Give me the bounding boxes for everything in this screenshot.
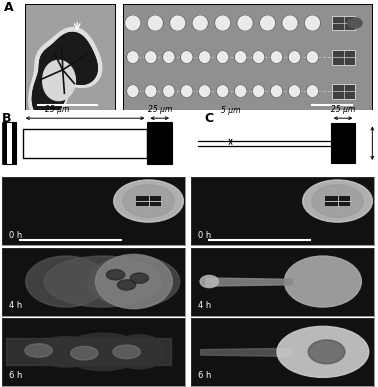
- Ellipse shape: [106, 270, 125, 280]
- Ellipse shape: [123, 185, 174, 217]
- Ellipse shape: [114, 180, 183, 222]
- Ellipse shape: [307, 86, 318, 96]
- Bar: [147, 122, 172, 164]
- Ellipse shape: [200, 52, 210, 62]
- Ellipse shape: [146, 52, 156, 62]
- Ellipse shape: [130, 273, 149, 283]
- Ellipse shape: [261, 16, 274, 30]
- Ellipse shape: [25, 344, 52, 357]
- Text: 25 μm: 25 μm: [331, 105, 355, 114]
- Ellipse shape: [113, 345, 140, 359]
- Ellipse shape: [182, 86, 192, 96]
- Ellipse shape: [128, 86, 138, 96]
- Ellipse shape: [238, 16, 252, 30]
- Ellipse shape: [128, 52, 138, 62]
- Ellipse shape: [216, 16, 229, 30]
- Ellipse shape: [95, 254, 172, 309]
- Ellipse shape: [218, 52, 228, 62]
- Ellipse shape: [88, 256, 180, 307]
- Text: C: C: [204, 111, 213, 125]
- Ellipse shape: [284, 256, 361, 307]
- Text: 0 h: 0 h: [9, 231, 22, 240]
- Bar: [6, 122, 12, 164]
- Ellipse shape: [235, 86, 246, 96]
- Ellipse shape: [305, 16, 319, 30]
- Text: B: B: [2, 111, 11, 125]
- Ellipse shape: [126, 16, 140, 30]
- Ellipse shape: [277, 326, 369, 377]
- Ellipse shape: [71, 346, 98, 360]
- Text: 4 h: 4 h: [9, 301, 22, 310]
- Text: 4 h: 4 h: [198, 301, 211, 310]
- Ellipse shape: [235, 52, 246, 62]
- Ellipse shape: [171, 16, 184, 30]
- Text: 25 μm: 25 μm: [147, 105, 172, 114]
- Ellipse shape: [164, 86, 174, 96]
- Bar: [2, 122, 9, 164]
- Bar: [11, 122, 15, 164]
- Bar: [325, 196, 350, 206]
- Ellipse shape: [307, 52, 318, 62]
- Polygon shape: [43, 60, 75, 101]
- Polygon shape: [33, 33, 97, 118]
- Text: 0 h: 0 h: [198, 231, 211, 240]
- Ellipse shape: [149, 16, 162, 30]
- Ellipse shape: [312, 185, 363, 217]
- Ellipse shape: [44, 256, 161, 307]
- Ellipse shape: [347, 18, 363, 28]
- Ellipse shape: [62, 333, 144, 370]
- Ellipse shape: [290, 52, 299, 62]
- Ellipse shape: [182, 52, 192, 62]
- Bar: [332, 84, 355, 99]
- Ellipse shape: [193, 16, 207, 30]
- Text: A: A: [4, 1, 13, 14]
- Polygon shape: [29, 27, 102, 123]
- Ellipse shape: [254, 86, 263, 96]
- Ellipse shape: [112, 335, 167, 369]
- Ellipse shape: [200, 86, 210, 96]
- Ellipse shape: [271, 86, 282, 96]
- Text: 6 h: 6 h: [198, 372, 212, 380]
- Text: 5 μm: 5 μm: [221, 106, 240, 115]
- Ellipse shape: [200, 276, 218, 288]
- Ellipse shape: [26, 256, 106, 307]
- Polygon shape: [33, 33, 97, 118]
- Ellipse shape: [146, 86, 156, 96]
- Ellipse shape: [271, 52, 282, 62]
- Ellipse shape: [303, 180, 372, 222]
- Ellipse shape: [290, 86, 299, 96]
- Ellipse shape: [118, 280, 136, 290]
- Ellipse shape: [164, 52, 174, 62]
- Ellipse shape: [218, 86, 228, 96]
- Text: 25 μm: 25 μm: [45, 105, 69, 114]
- Bar: [332, 15, 355, 31]
- Bar: [331, 123, 355, 163]
- Ellipse shape: [283, 16, 297, 30]
- Bar: [332, 50, 355, 65]
- Ellipse shape: [254, 52, 263, 62]
- Bar: [23, 129, 147, 158]
- Bar: [136, 196, 161, 206]
- Ellipse shape: [34, 337, 98, 367]
- Ellipse shape: [308, 340, 345, 364]
- Text: 6 h: 6 h: [9, 372, 23, 380]
- Bar: [4, 122, 16, 164]
